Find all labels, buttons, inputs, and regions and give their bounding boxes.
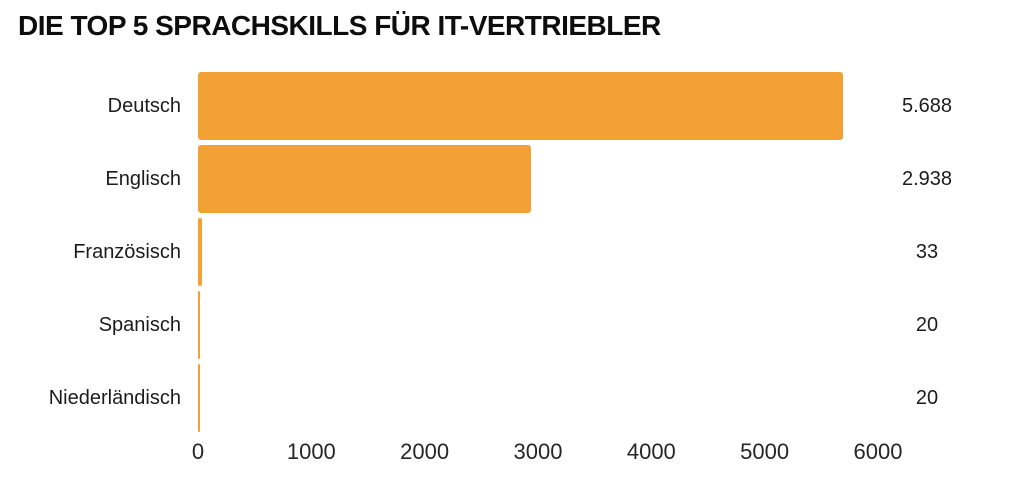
value-label: 20 [915, 386, 939, 409]
value-label: 2.938 [901, 167, 953, 190]
bar [198, 364, 201, 432]
bar [198, 291, 201, 359]
category-label: Englisch [105, 167, 181, 190]
x-axis-tick-label: 0 [191, 439, 205, 464]
bar [198, 145, 531, 213]
category-label: Spanisch [98, 313, 181, 336]
category-label: Französisch [73, 240, 181, 263]
value-label: 33 [915, 240, 939, 263]
chart-rows: Deutsch 5.688 Englisch 2.938 Französisch 33 Sp… [0, 72, 1014, 432]
bar-row: Französisch 33 [0, 218, 1014, 286]
bar-track [198, 218, 878, 286]
value-label: 5.688 [901, 94, 953, 117]
value-label: 20 [915, 313, 939, 336]
bar-row: Spanisch 20 [0, 291, 1014, 359]
bar-row: Deutsch 5.688 [0, 72, 1014, 140]
x-axis-tick-label: 6000 [853, 439, 903, 464]
chart-title: DIE TOP 5 SPRACHSKILLS FÜR IT-VERTRIEBLE… [18, 10, 661, 41]
bar [198, 72, 843, 140]
x-axis-tick-label: 1000 [286, 439, 336, 464]
bar-track [198, 291, 878, 359]
bar-track [198, 72, 878, 140]
category-label: Niederländisch [48, 386, 181, 409]
x-axis: 0 1000 2000 3000 4000 5000 6000 [192, 439, 903, 465]
x-axis-tick-label: 3000 [513, 439, 563, 464]
bar-row: Englisch 2.938 [0, 145, 1014, 213]
x-axis-tick-label: 4000 [626, 439, 676, 464]
bar-row: Niederländisch 20 [0, 364, 1014, 432]
x-axis-tick-label: 2000 [400, 439, 450, 464]
x-axis-tick-label: 5000 [740, 439, 790, 464]
bar-track [198, 145, 878, 213]
bar [198, 218, 202, 286]
bar-track [198, 364, 878, 432]
category-label: Deutsch [107, 94, 181, 117]
